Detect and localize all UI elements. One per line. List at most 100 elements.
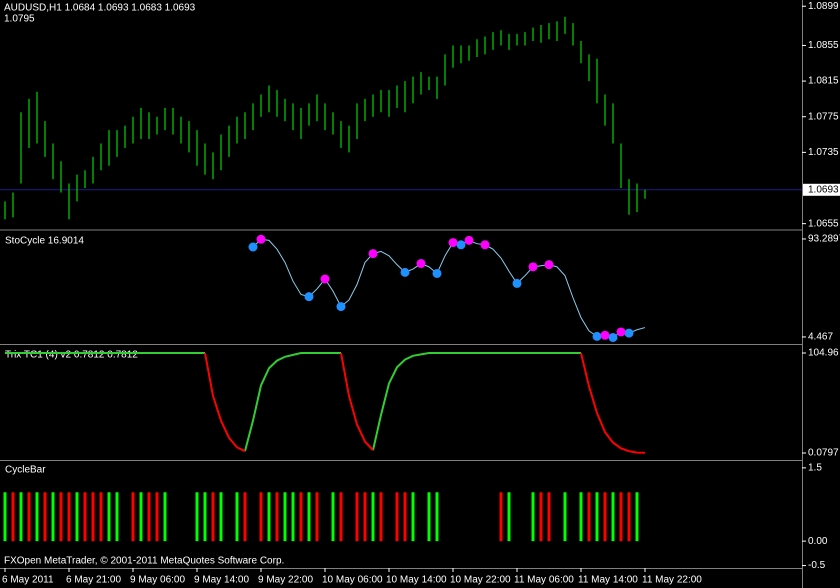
y-tick-label: 1.0855 <box>808 40 839 51</box>
y-tick-label: 104.96 <box>808 348 839 359</box>
signal-dot <box>456 240 466 250</box>
cycle-bar <box>299 492 303 542</box>
cycle-bar <box>603 492 607 542</box>
cycle-bar <box>307 492 311 542</box>
cycle-bar <box>283 492 287 542</box>
cycle-bar <box>11 492 15 542</box>
x-tick-label: 10 May 06:00 <box>322 575 383 586</box>
x-tick-label: 6 May 2011 <box>2 575 54 586</box>
cycle-bar <box>155 492 159 542</box>
y-tick-label: 1.0775 <box>808 111 839 122</box>
cycle-bar <box>635 492 639 542</box>
pane-title: Trix TC1 (4) v2 0.7812 0.7812 <box>5 350 138 361</box>
cycle-bar <box>219 492 223 542</box>
y-tick-label: 93.2897 <box>808 234 840 245</box>
cycle-bar <box>139 492 143 542</box>
cycle-bar <box>395 492 399 542</box>
cycle-bar <box>355 492 359 542</box>
y-tick-label: 1.0735 <box>808 147 839 158</box>
cycle-bar <box>51 492 55 542</box>
signal-dot <box>256 234 266 244</box>
cycle-bar <box>507 492 511 542</box>
x-tick-label: 11 May 06:00 <box>514 575 574 586</box>
signal-dot <box>368 249 378 259</box>
y-tick-label: -0.5 <box>808 560 826 571</box>
cycle-bar <box>147 492 151 542</box>
cycle-bar <box>131 492 135 542</box>
cycle-bar <box>611 492 615 542</box>
cycle-bar <box>115 492 119 542</box>
indicator-line <box>252 238 646 339</box>
cycle-bar <box>235 492 239 542</box>
signal-dot <box>544 260 554 270</box>
signal-dot <box>432 268 442 278</box>
signal-dot <box>320 274 330 284</box>
cycle-bar <box>579 492 583 542</box>
cycle-bar <box>619 492 623 542</box>
y-tick-label: 4.467 <box>808 332 833 343</box>
pane-title: StoCycle 16.9014 <box>5 236 84 247</box>
signal-dot <box>592 331 602 341</box>
signal-dot <box>336 302 346 312</box>
y-tick-label: 0.00 <box>808 536 828 547</box>
signal-dot <box>400 267 410 277</box>
x-tick-label: 9 May 22:00 <box>258 575 313 586</box>
cycle-bar <box>363 492 367 542</box>
cycle-bar <box>331 492 335 542</box>
x-tick-label: 9 May 06:00 <box>130 575 185 586</box>
signal-dot <box>448 238 458 248</box>
cycle-bar <box>403 492 407 542</box>
signal-dot <box>248 242 258 252</box>
cycle-bar <box>75 492 79 542</box>
cycle-bar <box>27 492 31 542</box>
last-price-box <box>803 183 840 196</box>
cycle-bar <box>83 492 87 542</box>
signal-dot <box>616 327 626 337</box>
cycle-bar <box>43 492 47 542</box>
signal-dot <box>464 235 474 245</box>
y-tick-label: 1.0815 <box>808 76 839 87</box>
cycle-bar <box>627 492 631 542</box>
cycle-bar <box>595 492 599 542</box>
signal-dot <box>528 262 538 272</box>
chart-subtitle: 1.0795 <box>4 14 35 25</box>
cycle-bar <box>3 492 7 542</box>
cycle-bar <box>163 492 167 542</box>
cycle-bar <box>371 492 375 542</box>
cycle-bar <box>67 492 71 542</box>
signal-dot <box>600 330 610 340</box>
cycle-bar <box>203 492 207 542</box>
signal-dot <box>304 292 314 302</box>
last-price-label: 1.0693 <box>808 184 839 195</box>
x-tick-label: 6 May 21:00 <box>66 575 121 586</box>
cycle-bar <box>547 492 551 542</box>
cycle-bar <box>107 492 111 542</box>
indicator-line <box>204 352 646 454</box>
cycle-bar <box>411 492 415 542</box>
signal-dot <box>512 278 522 288</box>
y-tick-label: 1.0899 <box>808 1 839 12</box>
cycle-bar <box>339 492 343 542</box>
signal-dot <box>416 259 426 269</box>
x-tick-label: 11 May 22:00 <box>642 575 702 586</box>
x-tick-label: 10 May 14:00 <box>386 575 447 586</box>
cycle-bar <box>427 492 431 542</box>
cycle-bar <box>379 492 383 542</box>
cycle-bar <box>587 492 591 542</box>
cycle-bar <box>35 492 39 542</box>
cycle-bar <box>563 492 567 542</box>
indicator-line <box>5 351 581 452</box>
cycle-bar <box>19 492 23 542</box>
x-tick-label: 10 May 22:00 <box>450 575 511 586</box>
cycle-bar <box>499 492 503 542</box>
cycle-bar <box>531 492 535 542</box>
cycle-bar <box>59 492 63 542</box>
cycle-bar <box>195 492 199 542</box>
cycle-bar <box>315 492 319 542</box>
cycle-bar <box>211 492 215 542</box>
y-tick-label: 1.5 <box>808 463 822 474</box>
cycle-bar <box>259 492 263 542</box>
y-tick-label: 0.0797 <box>808 448 839 459</box>
chart-title: AUDUSD,H1 1.0684 1.0693 1.0683 1.0693 <box>4 3 196 14</box>
